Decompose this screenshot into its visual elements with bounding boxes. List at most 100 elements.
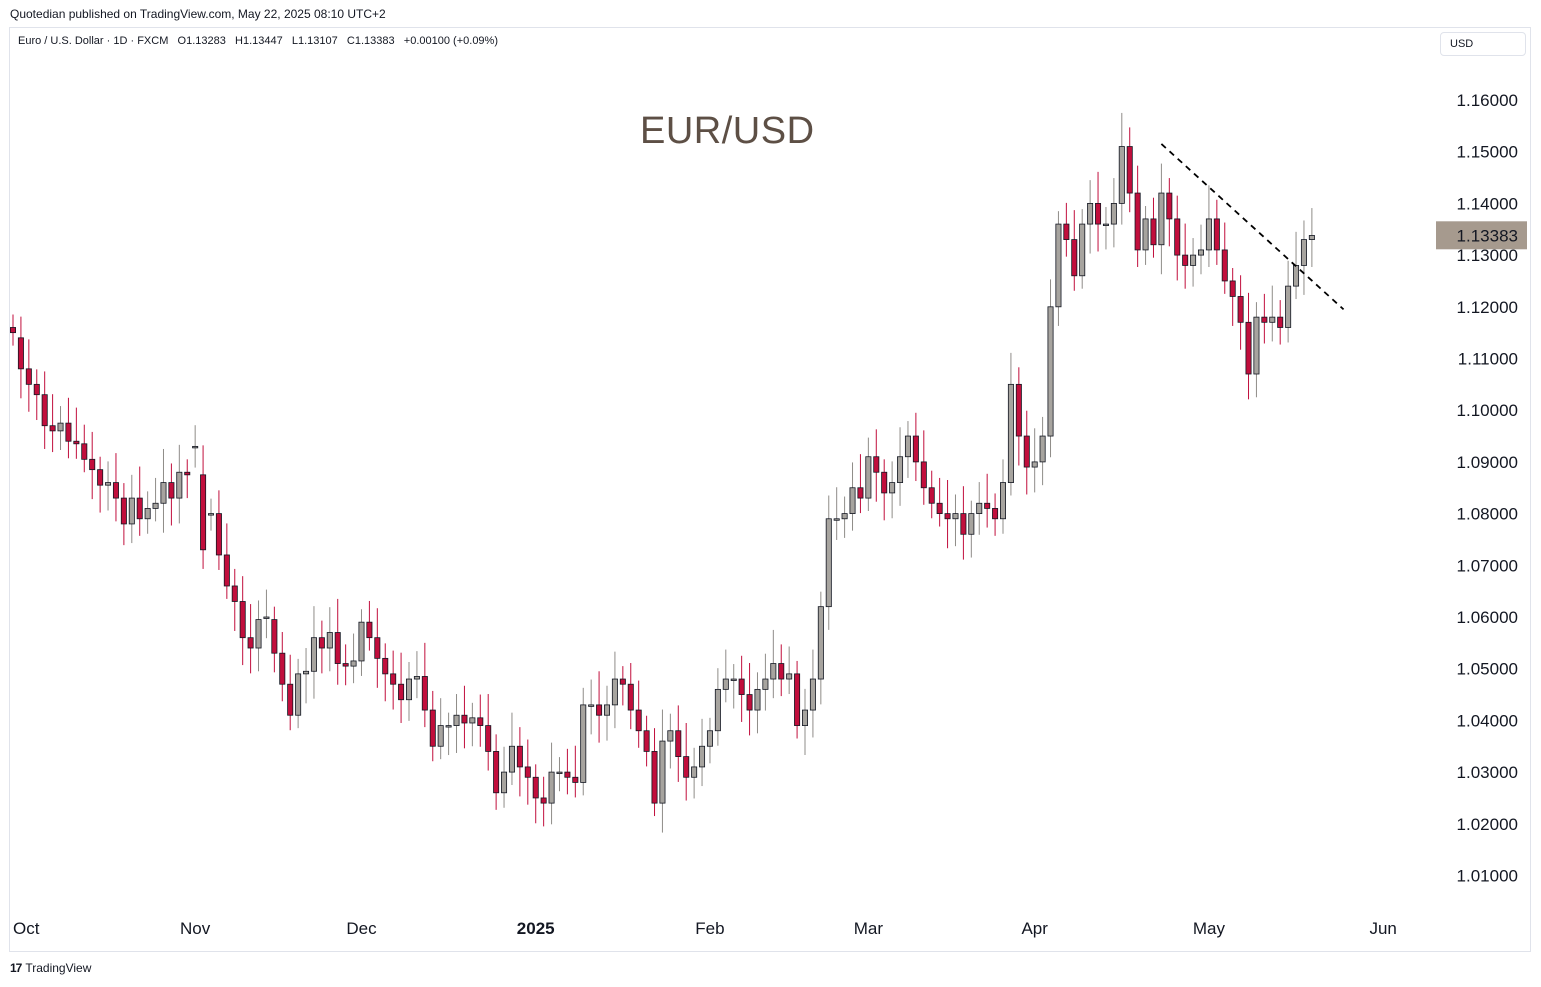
candle-body-down [1134,192,1141,251]
candle-body-up [437,725,444,747]
candle-body-down [738,678,745,695]
candle [588,679,595,735]
candle [1174,195,1181,281]
candle-body-up [445,725,452,728]
candle [382,643,389,702]
y-tick-label: 1.14000 [1457,194,1518,213]
x-tick-label: Apr [1021,919,1048,938]
candle [936,477,943,527]
candle-body-down [516,745,523,768]
candle [469,702,476,747]
candle-body-up [469,717,476,724]
y-tick-label: 1.11000 [1458,350,1518,369]
candle-body-up [1118,146,1125,204]
candle [105,461,112,511]
candle-body-up [207,513,214,516]
candle-body-down [1015,383,1022,437]
candle-body-down [532,776,539,799]
candle-body-down [25,368,32,385]
candle [714,668,721,746]
x-tick-label: Jun [1369,919,1396,938]
candle-body-down [33,383,40,396]
candle-body-up [691,766,698,778]
candle-body-up [303,670,310,675]
candle [881,459,888,521]
candles [9,112,1315,833]
candle-body-down [675,730,682,757]
candle [271,606,278,673]
candle [493,734,500,810]
trendline-dashed[interactable] [1160,143,1345,311]
candle [223,523,230,599]
candle [746,663,753,736]
candle-body-down [279,652,286,685]
candle [873,429,880,502]
candle-body-down [651,751,658,804]
candle-body-up [1269,316,1276,323]
candle-body-down [564,771,571,778]
candle [413,651,420,699]
candle [445,712,452,756]
candle [738,655,745,722]
candle-body-up [1007,383,1014,483]
candle-body-down [1023,435,1030,468]
candle [992,493,999,536]
chart-title: EUR/USD [640,110,815,152]
candle [532,764,539,824]
candle [350,633,357,684]
y-axis: 1.16000 1.15000 1.14000 1.13000 1.12000 1.110… [1457,91,1518,886]
candle-body-down [421,676,428,711]
candle-body-down [493,751,500,794]
candle [651,728,658,817]
candle-body-up [849,487,856,515]
candle [41,371,48,449]
candle [857,454,864,514]
candle-body-down [287,683,294,716]
candle-body-up [105,482,112,486]
candle-body-down [120,497,127,525]
candle-body-up [358,621,365,662]
candle [596,671,603,743]
candle [168,463,175,526]
candle [1182,223,1189,289]
chart-frame[interactable] [9,27,1531,952]
candle [176,444,183,524]
candle [1198,224,1205,275]
y-tick-label: 1.04000 [1457,711,1518,730]
candle [81,424,88,473]
candle [303,648,310,704]
candle-body-up [128,497,135,525]
footer-brand[interactable]: TradingView [25,961,92,975]
candle [318,620,325,674]
candle-body-down [635,709,642,732]
candle [706,717,713,764]
candle [398,652,405,723]
candle-body-up [556,771,563,774]
tradingview-logo-icon[interactable]: 17 [10,961,22,975]
candle-body-up [699,745,706,768]
candle-body-down [619,678,626,685]
candle [334,598,341,685]
currency-selector[interactable]: USD [1440,32,1526,56]
candle-body-up [1308,235,1315,240]
candle-body-up [762,678,769,690]
candle [1023,410,1030,495]
candle [667,713,674,769]
candle [1079,209,1086,289]
y-tick-label: 1.09000 [1457,453,1518,472]
candle-body-up [57,422,64,432]
candle [920,430,927,505]
candle [659,709,666,833]
candle [564,748,571,795]
candle-body-down [1174,218,1181,256]
candle [730,664,737,709]
candle-body-down [1245,321,1252,375]
candle [160,448,167,533]
candle-body-up [833,518,840,521]
candle-body-down [271,619,278,654]
candle-body-down [643,730,650,752]
candle-body-down [524,766,531,778]
candle-body-down [429,709,436,747]
candle [421,642,428,728]
